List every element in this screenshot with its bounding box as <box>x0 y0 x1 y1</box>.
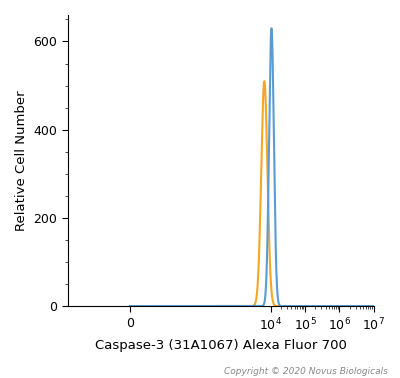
X-axis label: Caspase-3 (31A1067) Alexa Fluor 700: Caspase-3 (31A1067) Alexa Fluor 700 <box>95 339 347 352</box>
Text: Copyright © 2020 Novus Biologicals: Copyright © 2020 Novus Biologicals <box>224 367 388 376</box>
Y-axis label: Relative Cell Number: Relative Cell Number <box>15 90 28 231</box>
